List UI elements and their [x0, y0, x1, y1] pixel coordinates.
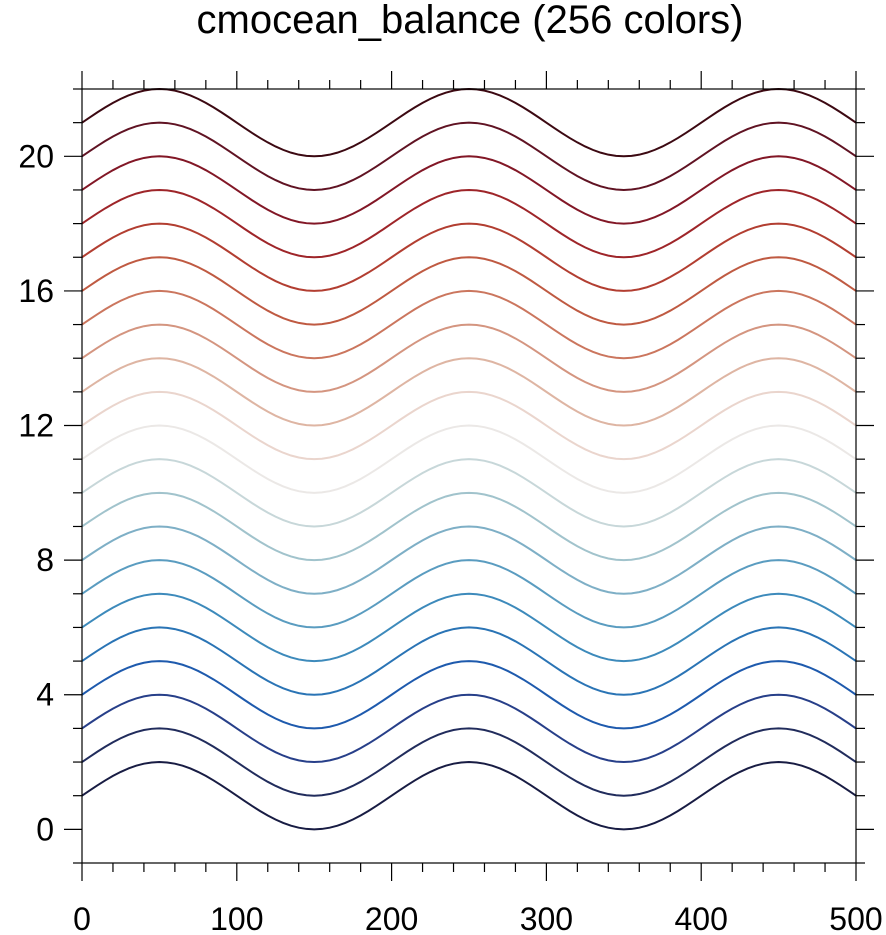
- x-tick-label: 0: [73, 901, 91, 935]
- series-line-3: [81, 693, 857, 764]
- series-line-9: [81, 491, 857, 562]
- series-line-1: [81, 761, 857, 831]
- y-tick-label: 20: [18, 138, 54, 174]
- x-tick-label: 500: [829, 901, 882, 935]
- series-line-11: [81, 424, 857, 494]
- series-line-12: [81, 390, 857, 461]
- series-line-2: [81, 727, 857, 797]
- series-line-8: [81, 525, 857, 595]
- plot-frame: [81, 88, 857, 864]
- series-line-6: [81, 592, 857, 663]
- series-line-14: [81, 323, 857, 393]
- tick-labels: 0 100 200 300 400 500 0 4 8 12 16 20: [18, 138, 882, 935]
- y-tick-label: 16: [18, 273, 54, 309]
- x-tick-label: 400: [675, 901, 728, 935]
- series-line-4: [81, 660, 857, 730]
- series-line-19: [81, 155, 857, 225]
- series-lines: [81, 87, 857, 831]
- chart-title: cmocean_balance (256 colors): [197, 0, 744, 42]
- axis-ticks: [64, 71, 874, 881]
- x-tick-label: 300: [520, 901, 573, 935]
- series-line-17: [81, 222, 857, 292]
- series-line-10: [81, 458, 857, 528]
- y-tick-label: 8: [36, 542, 54, 578]
- x-tick-label: 200: [365, 901, 418, 935]
- series-line-5: [81, 626, 857, 696]
- series-line-7: [81, 559, 857, 629]
- y-tick-label: 12: [18, 408, 54, 444]
- y-tick-label: 0: [36, 811, 54, 847]
- x-tick-label: 100: [210, 901, 263, 935]
- y-tick-label: 4: [36, 677, 54, 713]
- series-line-13: [81, 357, 857, 427]
- series-line-16: [81, 256, 857, 326]
- series-line-18: [81, 188, 857, 259]
- series-line-15: [81, 289, 857, 360]
- series-line-20: [81, 121, 857, 191]
